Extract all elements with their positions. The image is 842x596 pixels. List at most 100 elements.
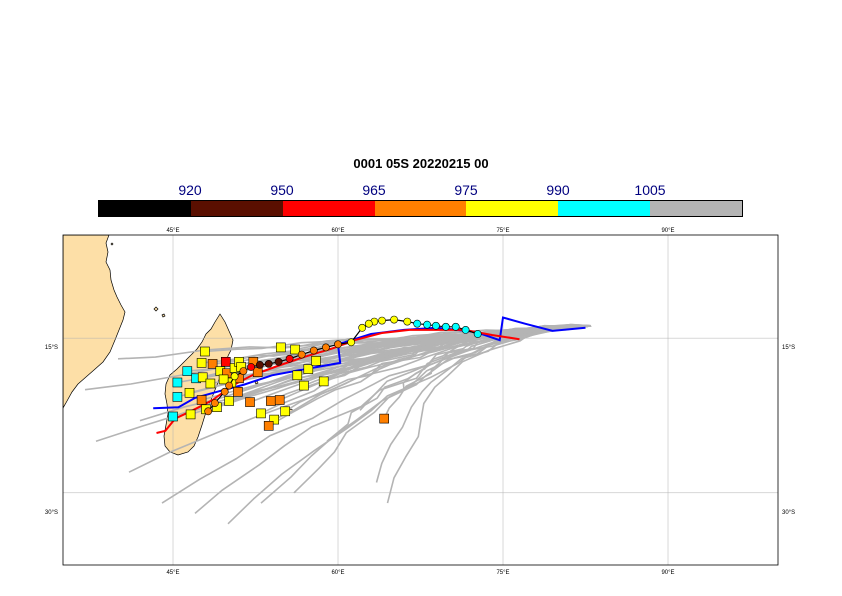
ensemble-endpoint-marker (263, 420, 274, 431)
observed-track-point (413, 319, 422, 328)
observed-track-point (364, 319, 373, 328)
observed-track-point (347, 338, 356, 347)
x-tick-label-bottom: 60°E (331, 570, 344, 576)
ensemble-endpoint-marker (269, 414, 280, 425)
ensemble-endpoint-marker (280, 406, 291, 417)
x-tick-label-top: 60°E (331, 228, 344, 234)
ensemble-endpoint-marker (168, 411, 178, 422)
observed-track-point (204, 407, 213, 416)
observed-track-point (378, 316, 386, 325)
observed-track-point (297, 350, 306, 359)
ensemble-endpoint-marker (318, 376, 329, 387)
observed-track-point (431, 321, 440, 330)
observed-track (204, 315, 482, 416)
observed-track-point (274, 357, 283, 366)
legend-colorbar (98, 200, 743, 217)
legend-swatch (99, 201, 191, 216)
legend-swatch (374, 201, 467, 216)
observed-track-point (220, 387, 229, 396)
ensemble-endpoint-marker (252, 367, 263, 378)
legend-label: 1005 (634, 182, 666, 198)
x-tick-label-bottom: 45°E (166, 570, 179, 576)
observed-track-point (309, 346, 318, 355)
x-tick-label-top: 45°E (166, 228, 179, 234)
observed-track-point (451, 322, 460, 331)
legend-swatch (466, 201, 559, 216)
ensemble-endpoint-marker (303, 364, 314, 374)
observed-track-point (334, 340, 342, 349)
observed-track-point (210, 399, 219, 407)
map-frame (62, 234, 779, 566)
legend-label: 975 (454, 182, 478, 198)
ensemble-track (386, 325, 592, 504)
ensemble-endpoint-marker (233, 386, 243, 397)
observed-track-point (461, 325, 470, 334)
x-tick-label-top: 90°E (661, 228, 674, 234)
observed-track-point (230, 372, 239, 381)
ensemble-track (84, 323, 592, 391)
legend-swatch (190, 201, 283, 216)
observed-track-point (225, 381, 233, 390)
legend-label: 990 (546, 182, 570, 198)
y-tick-label-left: 15°S (45, 345, 58, 351)
ensemble-endpoint-marker (205, 378, 216, 389)
legend-labels: 920 950 965 975 990 1005 (98, 182, 743, 200)
ensemble-endpoint-marker (311, 355, 321, 366)
observed-track-point (321, 343, 330, 352)
y-tick-label-right: 15°S (782, 345, 795, 351)
ensemble-endpoint-marker (274, 395, 285, 405)
observed-track-point (239, 367, 248, 375)
ensemble-endpoint-marker (207, 359, 218, 369)
pressure-legend: 920 950 965 975 990 1005 (98, 182, 743, 218)
observed-track-point (358, 323, 367, 332)
x-tick-label-top: 75°E (496, 228, 509, 234)
axis-ticks: 45°E 60°E 75°E 90°E 45°E 60°E 75°E 90°E … (45, 228, 795, 576)
legend-swatch (650, 201, 743, 216)
legend-label: 920 (178, 182, 202, 198)
legend-swatch (282, 201, 375, 216)
observed-track-point (285, 354, 294, 363)
island-dot (153, 306, 159, 312)
observed-track-point (264, 359, 273, 368)
ensemble-endpoint-marker (172, 392, 183, 402)
ensemble-endpoint-marker (245, 397, 255, 407)
ensemble-endpoint-marker (185, 409, 196, 420)
observed-track-point (423, 320, 431, 329)
ensemble-endpoint-marker (197, 372, 208, 383)
ensemble-endpoint-marker (172, 377, 183, 388)
africa-coast (63, 235, 126, 409)
observed-track-point (255, 360, 264, 369)
y-tick-label-left: 30°S (45, 510, 58, 516)
ensemble-track (139, 325, 592, 422)
ensemble-endpoint-marker (299, 380, 309, 391)
ensemble-endpoint-marker (275, 342, 286, 353)
deterministic-track (153, 316, 586, 410)
ensemble-endpoint-marker (182, 366, 193, 376)
ensemble-endpoint-marker (256, 408, 266, 419)
ensemble-track (359, 325, 592, 411)
island-dot (110, 242, 114, 246)
ensemble-endpoint-marker (379, 413, 390, 424)
chart-title: 0001 05S 20220215 00 (353, 156, 489, 171)
observed-track-point (390, 315, 398, 324)
legend-label: 950 (270, 182, 294, 198)
ensemble-endpoint-marker (196, 395, 207, 405)
ensemble-endpoint-marker (224, 396, 234, 406)
ensemble-endpoint-marker (290, 344, 300, 355)
ensemble-endpoints (168, 342, 390, 431)
observed-track-point (473, 330, 482, 338)
ensemble-endpoint-marker (200, 346, 210, 357)
y-tick-label-right: 30°S (782, 510, 795, 516)
ensemble-endpoint-marker (218, 374, 229, 385)
ensemble-endpoint-marker (184, 387, 195, 398)
observed-track-point (403, 317, 412, 326)
ensemble-endpoint-marker (196, 358, 207, 368)
ensemble-endpoint-marker (266, 396, 276, 406)
observed-track-point (441, 322, 450, 331)
legend-swatch (558, 201, 651, 216)
legend-label: 965 (362, 182, 386, 198)
island-dot (161, 313, 166, 318)
x-tick-label-bottom: 90°E (661, 570, 674, 576)
ensemble-endpoint-marker (221, 356, 231, 367)
